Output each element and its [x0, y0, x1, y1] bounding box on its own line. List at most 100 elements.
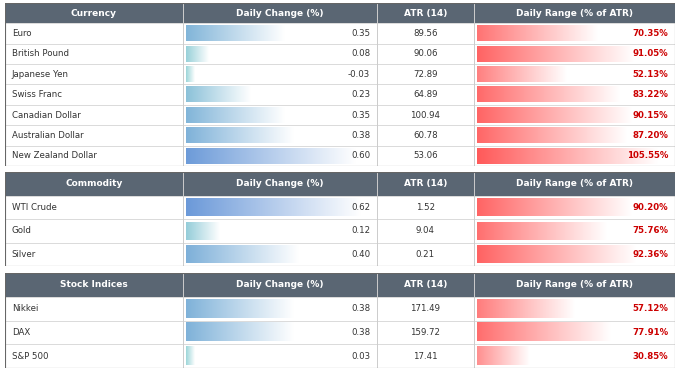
Text: 64.89: 64.89: [413, 90, 438, 99]
Bar: [182, 64, 377, 85]
Bar: [5, 320, 182, 344]
Text: 57.12%: 57.12%: [632, 304, 668, 313]
Text: 0.38: 0.38: [351, 131, 370, 140]
Text: ATR (14): ATR (14): [404, 280, 447, 290]
Bar: [182, 219, 377, 243]
Bar: [5, 219, 182, 243]
Text: Daily Change (%): Daily Change (%): [236, 179, 324, 188]
Text: 0.23: 0.23: [351, 90, 370, 99]
Bar: [182, 196, 377, 219]
Text: Stock Indices: Stock Indices: [60, 280, 128, 290]
Text: Daily Range (% of ATR): Daily Range (% of ATR): [516, 280, 633, 290]
Bar: [377, 125, 474, 146]
Bar: [474, 196, 675, 219]
Bar: [182, 3, 377, 23]
Text: 60.78: 60.78: [413, 131, 438, 140]
Bar: [182, 320, 377, 344]
Text: Currency: Currency: [71, 9, 117, 18]
Text: 100.94: 100.94: [411, 111, 441, 120]
Bar: [377, 64, 474, 85]
Text: 77.91%: 77.91%: [632, 328, 668, 337]
Bar: [474, 23, 675, 44]
Bar: [377, 146, 474, 166]
Text: British Pound: British Pound: [12, 49, 69, 58]
Text: 91.05%: 91.05%: [632, 49, 668, 58]
Text: Euro: Euro: [12, 29, 31, 38]
Text: 90.20%: 90.20%: [632, 203, 668, 212]
Bar: [5, 344, 182, 368]
Text: S&P 500: S&P 500: [12, 352, 48, 361]
Bar: [182, 105, 377, 125]
Text: 90.15%: 90.15%: [632, 111, 668, 120]
Text: WTI Crude: WTI Crude: [12, 203, 56, 212]
Bar: [182, 23, 377, 44]
Text: 105.55%: 105.55%: [627, 151, 668, 160]
Bar: [474, 64, 675, 85]
Text: 75.76%: 75.76%: [632, 226, 668, 235]
Bar: [474, 44, 675, 64]
Bar: [474, 105, 675, 125]
Bar: [377, 297, 474, 320]
Bar: [5, 172, 182, 196]
Text: Nikkei: Nikkei: [12, 304, 38, 313]
Bar: [474, 3, 675, 23]
Text: 0.35: 0.35: [351, 29, 370, 38]
Bar: [182, 243, 377, 266]
Text: 0.08: 0.08: [351, 49, 370, 58]
Bar: [5, 273, 182, 297]
Bar: [377, 196, 474, 219]
Text: 0.62: 0.62: [351, 203, 370, 212]
Bar: [377, 44, 474, 64]
Text: Commodity: Commodity: [65, 179, 122, 188]
Bar: [5, 243, 182, 266]
Bar: [377, 23, 474, 44]
Text: 9.04: 9.04: [416, 226, 435, 235]
Text: Canadian Dollar: Canadian Dollar: [12, 111, 80, 120]
Text: 0.38: 0.38: [351, 304, 370, 313]
Bar: [377, 85, 474, 105]
Bar: [474, 243, 675, 266]
Bar: [182, 44, 377, 64]
Bar: [377, 219, 474, 243]
Bar: [5, 146, 182, 166]
Bar: [474, 320, 675, 344]
Text: Daily Range (% of ATR): Daily Range (% of ATR): [516, 179, 633, 188]
Bar: [5, 85, 182, 105]
Text: 83.22%: 83.22%: [632, 90, 668, 99]
Text: Gold: Gold: [12, 226, 31, 235]
Bar: [377, 320, 474, 344]
Text: 0.60: 0.60: [351, 151, 370, 160]
Text: 53.06: 53.06: [413, 151, 438, 160]
Bar: [5, 105, 182, 125]
Bar: [474, 297, 675, 320]
Text: 0.38: 0.38: [351, 328, 370, 337]
Bar: [474, 344, 675, 368]
Text: Japanese Yen: Japanese Yen: [12, 70, 69, 79]
Text: Silver: Silver: [12, 250, 36, 259]
Bar: [377, 172, 474, 196]
Bar: [5, 297, 182, 320]
Bar: [377, 344, 474, 368]
Bar: [474, 85, 675, 105]
Bar: [182, 146, 377, 166]
Text: Australian Dollar: Australian Dollar: [12, 131, 84, 140]
Text: 52.13%: 52.13%: [632, 70, 668, 79]
Text: Daily Change (%): Daily Change (%): [236, 280, 324, 290]
Text: 72.89: 72.89: [413, 70, 438, 79]
Text: 0.12: 0.12: [351, 226, 370, 235]
Text: 89.56: 89.56: [413, 29, 438, 38]
Text: 70.35%: 70.35%: [632, 29, 668, 38]
Bar: [474, 172, 675, 196]
Text: Daily Change (%): Daily Change (%): [236, 9, 324, 18]
Bar: [377, 243, 474, 266]
Text: New Zealand Dollar: New Zealand Dollar: [12, 151, 97, 160]
Text: Daily Range (% of ATR): Daily Range (% of ATR): [516, 9, 633, 18]
Text: ATR (14): ATR (14): [404, 9, 447, 18]
Bar: [474, 146, 675, 166]
Text: 87.20%: 87.20%: [632, 131, 668, 140]
Text: 0.35: 0.35: [351, 111, 370, 120]
Bar: [5, 196, 182, 219]
Bar: [182, 297, 377, 320]
Text: -0.03: -0.03: [348, 70, 370, 79]
Bar: [182, 344, 377, 368]
